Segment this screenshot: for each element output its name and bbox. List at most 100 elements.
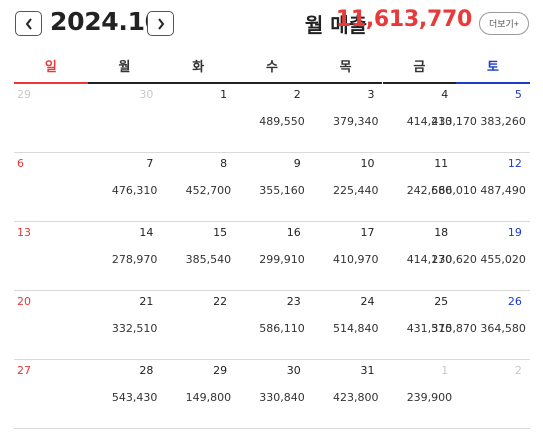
daily-sales-amount: 225,440 [332,184,379,197]
day-number: 24 [360,295,375,308]
daily-sales-amount: 489,550 [259,115,305,128]
chevron-right-icon [157,17,164,30]
calendar-day-cell[interactable]: 9 355,160 [235,153,309,222]
daily-sales-amount: 566,010 487,490 [431,184,526,197]
day-number: 28 [139,364,154,377]
day-number: 25 [434,295,449,308]
calendar-day-cell[interactable]: 28 543,430 [88,360,162,429]
day-number: 19 [507,226,522,239]
daily-sales-amount: 149,800 [185,391,232,404]
calendar-day-cell[interactable]: 24 514,840 [309,291,383,360]
calendar-day-cell[interactable]: 3 379,340 [309,84,383,153]
calendar-day-cell[interactable]: 4 414,210 [383,84,457,153]
day-number: 30 [286,364,301,377]
calendar-week-row: 29 30 1 2 489,550 3 379,340 4 414,210 5 433,170 38… [14,84,530,153]
day-number: 29 [17,88,31,101]
day-number: 15 [213,226,228,239]
calendar-day-cell[interactable]: 29 149,800 [161,360,235,429]
day-number: 18 [434,226,449,239]
period-title: 2024.10 [50,7,162,36]
calendar-day-cell[interactable]: 22 [161,291,235,360]
calendar-day-cell[interactable]: 7 476,310 [88,153,162,222]
weekday-fri: 금 [382,56,457,84]
calendar-day-cell[interactable]: 2 [456,360,530,429]
day-number: 11 [434,157,449,170]
weekday-thu: 목 [308,56,383,84]
calendar-day-cell[interactable]: 18 414,170 [383,222,457,291]
day-number: 21 [139,295,154,308]
calendar-day-cell[interactable]: 30 330,840 [235,360,309,429]
day-number: 30 [139,88,154,101]
monthly-sales-value: 11,613,770 [335,7,472,32]
calendar-week-row: 27 28 543,430 29 149,800 30 330,840 31 423,800 1 2… [14,360,530,429]
calendar-day-cell[interactable]: 30 [88,84,162,153]
weekday-header: 일 월 화 수 목 금 토 [14,56,530,84]
calendar-day-cell[interactable]: 1 [161,84,235,153]
daily-sales-amount: 242,680 [406,184,453,197]
day-number: 26 [507,295,522,308]
calendar-week-row: 6 7 476,310 8 452,700 9 355,160 10 225,440 11 242,… [14,153,530,222]
day-number: 17 [360,226,375,239]
calendar-day-cell[interactable]: 25 431,570 [383,291,457,360]
calendar-day-cell[interactable]: 27 [14,360,88,429]
calendar-day-cell[interactable]: 31 423,800 [309,360,383,429]
calendar-day-cell[interactable]: 1 239,900 [383,360,457,429]
day-number: 8 [220,157,228,170]
daily-sales-amount: 379,340 [332,115,379,128]
calendar-day-cell[interactable]: 26 315,870 364,580 [431,291,530,360]
daily-sales-amount: 299,910 [259,253,305,266]
prev-month-button[interactable] [15,11,42,36]
calendar-day-cell[interactable]: 5 433,170 383,260 [431,84,530,153]
calendar-day-cell[interactable]: 6 [14,153,88,222]
day-number: 16 [286,226,301,239]
day-number: 14 [139,226,154,239]
daily-sales-amount: 543,430 [111,391,158,404]
calendar-day-cell[interactable]: 10 225,440 [309,153,383,222]
day-number: 13 [17,226,31,239]
calendar-day-cell[interactable]: 11 242,680 [383,153,457,222]
calendar-day-cell[interactable]: 2 489,550 [235,84,309,153]
weekday-sat: 토 [456,56,530,84]
calendar-day-cell[interactable]: 19 230,620 455,020 [431,222,530,291]
day-number: 4 [441,88,449,101]
daily-sales-amount: 414,210 [406,115,453,128]
monthly-sales-label: 월 매출 [304,13,367,37]
daily-sales-amount: 476,310 [111,184,158,197]
day-number: 29 [213,364,228,377]
calendar-day-cell[interactable]: 20 [14,291,88,360]
next-month-button[interactable] [147,11,174,36]
calendar-day-cell[interactable]: 13 [14,222,88,291]
calendar-day-cell[interactable]: 23 586,110 [235,291,309,360]
calendar-day-cell[interactable]: 21 332,510 [88,291,162,360]
daily-sales-amount: 315,870 364,580 [431,322,526,335]
more-button[interactable]: 더보기+ [479,12,529,35]
calendar-day-cell[interactable]: 14 278,970 [88,222,162,291]
day-number: 9 [293,157,301,170]
day-number: 20 [17,295,31,308]
day-number: 31 [360,364,375,377]
calendar-day-cell[interactable]: 29 [14,84,88,153]
calendar-day-cell[interactable]: 16 299,910 [235,222,309,291]
day-number: 1 [220,88,228,101]
daily-sales-amount: 230,620 455,020 [431,253,526,266]
day-number: 6 [17,157,24,170]
daily-sales-amount: 452,700 [185,184,232,197]
calendar-day-cell[interactable]: 17 410,970 [309,222,383,291]
daily-sales-amount: 414,170 [406,253,453,266]
weekday-tue: 화 [161,56,236,84]
calendar-day-cell[interactable]: 8 452,700 [161,153,235,222]
day-number: 22 [213,295,228,308]
calendar-week-row: 20 21 332,510 22 23 586,110 24 514,840 25 431,570… [14,291,530,360]
calendar-day-cell[interactable]: 15 385,540 [161,222,235,291]
daily-sales-amount: 330,840 [259,391,305,404]
daily-sales-amount: 586,110 [259,322,305,335]
daily-sales-amount: 433,170 383,260 [431,115,526,128]
day-number: 12 [507,157,522,170]
daily-sales-amount: 410,970 [332,253,379,266]
calendar-day-cell[interactable]: 12 566,010 487,490 [431,153,530,222]
day-number: 10 [360,157,375,170]
daily-sales-amount: 514,840 [332,322,379,335]
day-number: 5 [514,88,522,101]
calendar-header: 2024.10 월 매출 11,613,770 더보기+ [0,0,543,50]
daily-sales-amount: 431,570 [406,322,453,335]
